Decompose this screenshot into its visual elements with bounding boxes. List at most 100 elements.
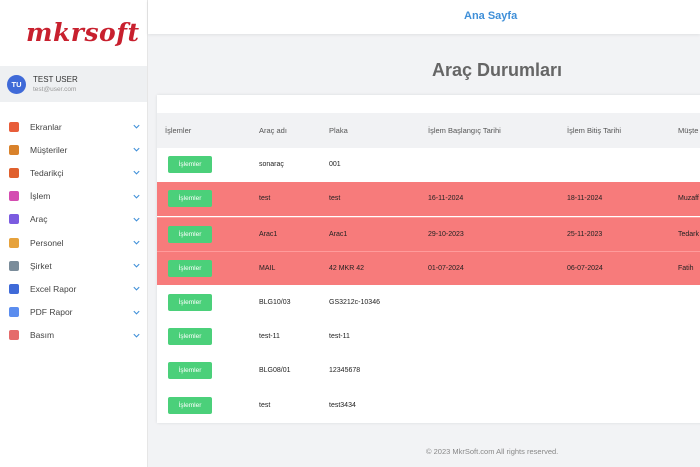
sidebar-item-3[interactable]: İşlem [0, 185, 147, 208]
actions-button[interactable]: İşlemler [168, 156, 212, 173]
table-row: İşlemler test test 16-11-2024 18-11-2024 Muza… [157, 182, 700, 217]
personnel-icon [9, 237, 19, 248]
cell-plate: 001 [329, 161, 341, 168]
user-name: TEST USER [33, 75, 78, 84]
table-row: İşlemler sonaraç 001 [157, 148, 700, 182]
cell-plate: Arac1 [329, 230, 348, 238]
cycle-icon [9, 191, 19, 202]
cell-start-date: 29-10-2023 [428, 230, 464, 238]
sidebar-item-label: Şirket [30, 260, 52, 271]
header-plate: Plaka [329, 126, 348, 135]
actions-button[interactable]: İşlemler [168, 328, 212, 345]
cell-vehicle-name: Arac1 [259, 230, 278, 238]
truck-icon [9, 214, 19, 225]
cell-plate: test3434 [329, 401, 356, 409]
sidebar-item-label: Araç [30, 214, 48, 225]
brand-logo[interactable]: mkrsoft [26, 17, 140, 47]
sidebar-item-5[interactable]: Personel [0, 231, 147, 254]
top-bar: Ana Sayfa [148, 0, 700, 34]
chevron-down-icon[interactable] [132, 238, 141, 247]
sidebar: mkrsoft TU TEST USER test@user.com Ekran… [0, 0, 148, 467]
chevron-down-icon[interactable] [132, 192, 141, 201]
person-icon [9, 144, 19, 155]
cell-customer: Tedark [678, 230, 700, 238]
chevron-down-icon[interactable] [132, 261, 141, 270]
chevron-down-icon[interactable] [132, 215, 141, 224]
page-title: Araç Durumları [432, 60, 563, 80]
actions-button[interactable]: İşlemler [168, 260, 212, 278]
sidebar-item-6[interactable]: Şirket [0, 254, 147, 277]
table-row: İşlemler test test3434 [157, 389, 700, 423]
table-row: İşlemler test-11 test-11 [157, 320, 700, 354]
cell-end-date: 25-11-2023 [567, 230, 603, 238]
cell-plate: 42 MKR 42 [329, 265, 365, 273]
cell-vehicle-name: BLG10/03 [259, 298, 291, 306]
building-icon [9, 260, 19, 271]
sidebar-item-7[interactable]: Excel Rapor [0, 277, 147, 300]
cell-vehicle-name: MAIL [259, 265, 276, 273]
excel-icon [9, 283, 19, 294]
sidebar-item-label: PDF Rapor [30, 307, 73, 318]
user-email: test@user.com [33, 86, 77, 93]
header-customer: Müşte [678, 126, 699, 135]
sidebar-item-label: Personel [30, 237, 64, 248]
header-actions: İşlemler [165, 126, 192, 135]
sidebar-item-label: Müşteriler [30, 144, 68, 155]
cell-start-date: 16-11-2024 [428, 195, 464, 203]
chevron-down-icon[interactable] [132, 308, 141, 317]
actions-button[interactable]: İşlemler [168, 190, 212, 208]
cell-vehicle-name: BLG08/01 [259, 367, 291, 375]
header-end-date: İşlem Bitiş Tarihi [567, 126, 622, 135]
chevron-down-icon[interactable] [132, 168, 141, 177]
sidebar-item-label: Tedarikçi [30, 167, 64, 178]
chevron-down-icon[interactable] [132, 284, 141, 293]
actions-button[interactable]: İşlemler [168, 396, 212, 414]
avatar: TU [7, 74, 26, 94]
sidebar-item-2[interactable]: Tedarikçi [0, 161, 147, 184]
sidebar-item-0[interactable]: Ekranlar [0, 115, 147, 138]
sidebar-item-4[interactable]: Araç [0, 208, 147, 231]
sidebar-item-label: Excel Rapor [30, 283, 77, 294]
cell-vehicle-name: test-11 [259, 333, 280, 340]
user-panel: TU TEST USER test@user.com [0, 66, 147, 102]
footer-copyright: © 2023 MkrSoft.com All rights reserved. [426, 447, 559, 456]
vehicle-status-table: İşlemler Araç adı Plaka İşlem Başlangıç … [157, 95, 700, 423]
cell-customer: Fatih [678, 265, 694, 273]
cell-plate: test [329, 195, 341, 203]
sidebar-item-label: Basım [30, 330, 55, 341]
sidebar-item-label: Ekranlar [30, 121, 62, 132]
sidebar-item-8[interactable]: PDF Rapor [0, 301, 147, 324]
sidebar-menu: Ekranlar Müşteriler Tedarikçi İşlem Araç Pers… [0, 115, 147, 347]
table-row: İşlemler BLG08/01 12345678 [157, 354, 700, 388]
topbar-title[interactable]: Ana Sayfa [464, 10, 518, 22]
table-header: İşlemler Araç adı Plaka İşlem Başlangıç … [157, 113, 700, 148]
cell-vehicle-name: test [259, 195, 271, 203]
chevron-down-icon[interactable] [132, 331, 141, 340]
cell-end-date: 06-07-2024 [567, 265, 603, 273]
cell-plate: GS3212c-10346 [329, 298, 380, 306]
table-row: İşlemler BLG10/03 GS3212c-10346 [157, 286, 700, 320]
sidebar-item-9[interactable]: Basım [0, 324, 147, 347]
header-vehicle-name: Araç adı [259, 126, 287, 135]
chevron-down-icon[interactable] [132, 122, 141, 131]
chevron-down-icon[interactable] [132, 145, 141, 154]
cell-customer: Muzaff [678, 195, 699, 203]
pdf-icon [9, 307, 19, 318]
cell-vehicle-name: sonaraç [259, 161, 284, 168]
cell-end-date: 18-11-2024 [567, 195, 603, 203]
factory-icon [9, 167, 19, 178]
cell-vehicle-name: test [259, 401, 271, 409]
actions-button[interactable]: İşlemler [168, 362, 212, 380]
home-icon [9, 121, 19, 132]
table-row: İşlemler Arac1 Arac1 29-10-2023 25-11-2023 Te… [157, 216, 700, 251]
actions-button[interactable]: İşlemler [168, 225, 212, 243]
cell-plate: test-11 [329, 333, 350, 340]
actions-button[interactable]: İşlemler [168, 293, 212, 311]
cell-plate: 12345678 [329, 367, 361, 375]
sidebar-item-label: İşlem [30, 191, 51, 202]
cell-start-date: 01-07-2024 [428, 265, 464, 273]
header-start-date: İşlem Başlangıç Tarihi [428, 126, 501, 135]
sidebar-item-1[interactable]: Müşteriler [0, 138, 147, 161]
print-icon [9, 330, 19, 341]
table-row: İşlemler MAIL 42 MKR 42 01-07-2024 06-07-202… [157, 251, 700, 286]
